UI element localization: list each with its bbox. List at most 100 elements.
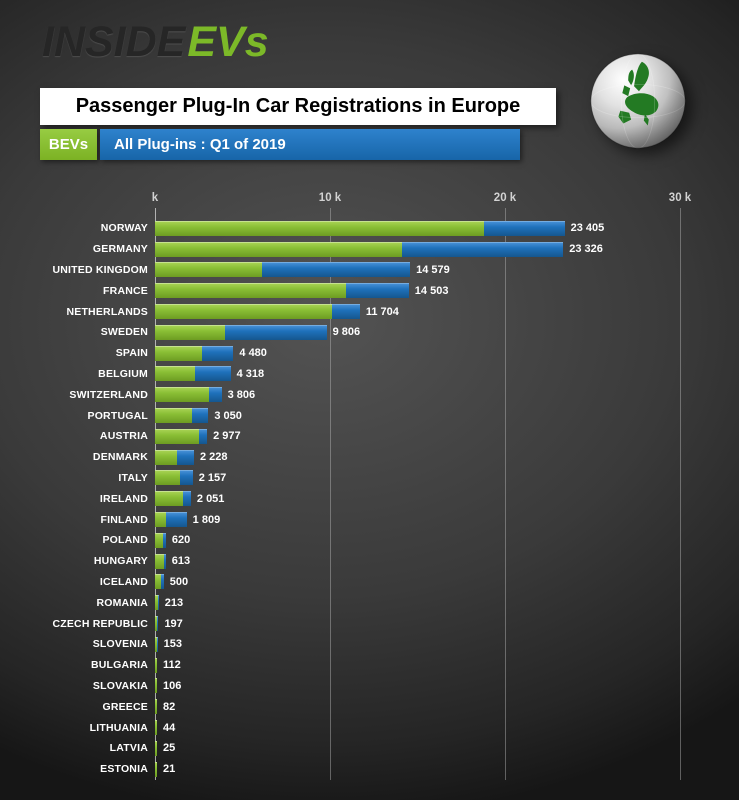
chart-row: AUSTRIA 2 977 <box>0 426 739 447</box>
chart-row: ITALY 2 157 <box>0 468 739 489</box>
chart-row: FINLAND 1 809 <box>0 509 739 530</box>
bev-bar <box>155 324 225 340</box>
country-label: ESTONIA <box>100 763 148 776</box>
value-label: 153 <box>163 638 183 651</box>
country-label: UNITED KINGDOM <box>52 263 148 276</box>
page-title: Passenger Plug-In Car Registrations in E… <box>40 88 556 125</box>
chart-row: PORTUGAL 3 050 <box>0 405 739 426</box>
chart-row: BULGARIA 112 <box>0 655 739 676</box>
bev-bar <box>155 678 157 694</box>
bev-bar <box>155 491 183 507</box>
value-label: 2 977 <box>213 430 241 443</box>
bar-track: 11 704 <box>155 304 700 320</box>
value-label: 82 <box>163 700 176 713</box>
legend: BEVs All Plug-ins : Q1 of 2019 <box>40 129 520 160</box>
bev-bar <box>155 366 196 382</box>
value-label: 3 050 <box>214 409 242 422</box>
chart-row: SLOVENIA 153 <box>0 634 739 655</box>
country-label: POLAND <box>102 534 148 547</box>
chart-row: ICELAND 500 <box>0 572 739 593</box>
insideevs-logo: INSIDEEVs <box>42 18 269 67</box>
bev-bar <box>155 720 157 736</box>
value-label: 11 704 <box>365 305 399 318</box>
value-label: 106 <box>163 679 182 692</box>
bar-track: 21 <box>155 761 700 777</box>
bev-bar <box>155 532 163 548</box>
country-label: SLOVAKIA <box>92 679 148 692</box>
value-label: 9 806 <box>332 326 361 339</box>
bev-bar <box>155 699 157 715</box>
value-label: 2 157 <box>198 471 227 484</box>
country-label: FRANCE <box>103 284 148 297</box>
bar-track: 112 <box>155 657 700 673</box>
chart-row: CZECH REPUBLIC 197 <box>0 613 739 634</box>
gridline <box>330 208 331 780</box>
chart-row: ROMANIA 213 <box>0 592 739 613</box>
chart-row: UNITED KINGDOM 14 579 <box>0 260 739 281</box>
value-label: 14 579 <box>416 263 450 276</box>
bar-track: 9 806 <box>155 324 700 340</box>
chart-row: SPAIN 4 480 <box>0 343 739 364</box>
country-label: BELGIUM <box>98 367 148 380</box>
bev-bar <box>155 304 332 320</box>
bev-bar <box>155 574 162 590</box>
country-label: SWITZERLAND <box>69 388 148 401</box>
chart-row: GREECE 82 <box>0 696 739 717</box>
bar-track: 197 <box>155 616 700 632</box>
value-label: 213 <box>164 596 184 609</box>
country-label: ROMANIA <box>96 596 148 609</box>
bar-track: 3 050 <box>155 408 700 424</box>
country-label: DENMARK <box>92 451 148 464</box>
country-label: SWEDEN <box>100 326 148 339</box>
chart-row: GERMANY 23 326 <box>0 239 739 260</box>
bar-track: 44 <box>155 720 700 736</box>
bev-bar <box>155 283 346 299</box>
chart-row: SLOVAKIA 106 <box>0 676 739 697</box>
value-label: 4 480 <box>239 347 267 360</box>
value-label: 14 503 <box>414 284 449 297</box>
country-label: NORWAY <box>100 222 148 235</box>
chart-row: SWEDEN 9 806 <box>0 322 739 343</box>
x-tick-label: k <box>151 192 159 204</box>
bev-bar <box>155 220 484 236</box>
legend-bevs-label: BEVs <box>40 129 97 160</box>
bar-track: 2 051 <box>155 491 700 507</box>
bev-bar <box>155 241 402 257</box>
value-label: 23 405 <box>570 222 605 235</box>
country-label: HUNGARY <box>93 555 148 568</box>
bar-track: 153 <box>155 636 700 652</box>
value-label: 112 <box>163 659 181 672</box>
value-label: 197 <box>164 617 183 630</box>
chart-row: POLAND 620 <box>0 530 739 551</box>
bar-track: 4 318 <box>155 366 700 382</box>
bev-bar <box>155 387 210 403</box>
bar-track: 23 326 <box>155 241 700 257</box>
value-label: 620 <box>171 534 191 547</box>
legend-all-plugins-label: All Plug-ins : Q1 of 2019 <box>100 129 520 160</box>
country-label: IRELAND <box>99 492 148 505</box>
bar-track: 620 <box>155 532 700 548</box>
country-label: BULGARIA <box>90 659 148 672</box>
country-label: GERMANY <box>92 243 148 256</box>
chart-row: FRANCE 14 503 <box>0 280 739 301</box>
bar-track: 4 480 <box>155 345 700 361</box>
value-label: 3 806 <box>227 388 256 401</box>
bev-bar <box>155 262 262 278</box>
bar-track: 2 157 <box>155 470 700 486</box>
europe-globe-icon <box>590 53 686 149</box>
bev-bar <box>155 345 203 361</box>
chart-row: DENMARK 2 228 <box>0 447 739 468</box>
bar-track: 25 <box>155 740 700 756</box>
value-label: 1 809 <box>192 513 221 526</box>
logo-evs-text: EVs <box>187 18 269 66</box>
bev-bar <box>155 449 177 465</box>
bar-chart: k 10 k 20 k 30 k NORWAY 23 405 GERMANY 23 326 U… <box>0 192 739 792</box>
chart-row: SWITZERLAND 3 806 <box>0 384 739 405</box>
bar-track: 500 <box>155 574 700 590</box>
value-label: 25 <box>163 742 176 755</box>
logo-inside-text: INSIDE <box>42 18 186 66</box>
country-label: FINLAND <box>100 513 148 526</box>
chart-row: ESTONIA 21 <box>0 759 739 780</box>
country-label: CZECH REPUBLIC <box>52 617 148 630</box>
x-tick-label: 20 k <box>493 192 517 204</box>
